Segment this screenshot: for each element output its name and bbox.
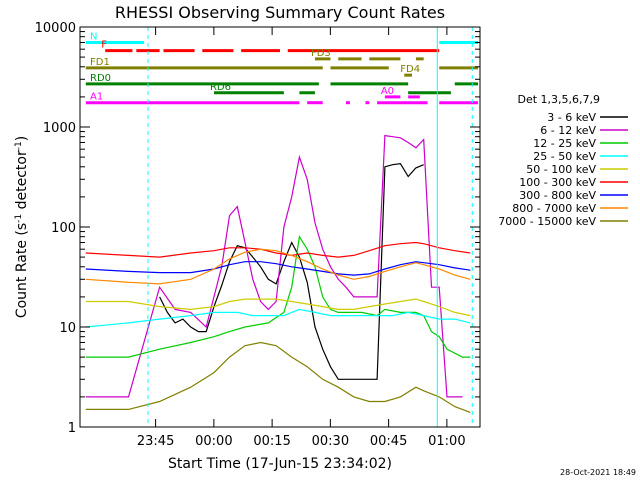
chart-title: RHESSI Observing Summary Count Rates: [115, 3, 445, 22]
plot-frame: [79, 26, 481, 428]
y-axis-label-sup1: -1: [14, 214, 24, 223]
legend-label-0: 3 - 6 keV: [547, 111, 596, 124]
series-line-2: [85, 235, 471, 358]
y-axis-label-main: Count Rate (s: [14, 223, 30, 318]
x-tick-label-1: 00:00: [195, 434, 232, 449]
series-line-7: [85, 248, 471, 285]
legend-label-1: 6 - 12 keV: [540, 124, 596, 137]
y-tick-label-4: 10000: [35, 21, 76, 36]
series-layer: [85, 134, 471, 413]
y-axis-label-end: ): [14, 136, 30, 141]
y-tick-label-3: 1000: [43, 121, 76, 136]
annotation-label-2: FD1: [90, 57, 110, 68]
legend-label-8: 7000 - 15000 keV: [498, 215, 596, 228]
x-tick-label-0: 23:45: [137, 434, 174, 449]
annotation-label-0: N: [90, 31, 97, 42]
y-tick-label-1: 10: [59, 321, 76, 336]
legend-label-2: 12 - 25 keV: [533, 137, 596, 150]
series-line-1: [85, 134, 463, 398]
x-ticks: 23:45 00:00 00:15 00:30 00:45 01:00: [137, 27, 466, 449]
annotation-label-1: F: [101, 40, 107, 51]
annotation-layer: NF FD1 FD3 FD4 RD0 RD6 A1 A0: [85, 31, 479, 105]
y-ticks: 1 10 100 1000 10000: [35, 21, 480, 436]
x-tick-label-5: 01:00: [428, 434, 465, 449]
annotation-label-6: RD6: [210, 82, 231, 93]
x-tick-label-3: 00:30: [312, 434, 349, 449]
y-axis-label-sup2: -1: [14, 141, 24, 150]
legend-label-7: 800 - 7000 keV: [512, 202, 596, 215]
x-axis-label: Start Time (17-Jun-15 23:34:02): [168, 456, 392, 472]
x-tick-label-2: 00:15: [253, 434, 290, 449]
series-line-8: [85, 341, 471, 413]
legend-title: Det 1,3,5,6,7,9: [517, 93, 600, 106]
y-tick-label-2: 100: [51, 221, 76, 236]
legend-label-6: 300 - 800 keV: [519, 189, 596, 202]
legend-label-5: 100 - 300 keV: [519, 176, 596, 189]
y-axis-label-mid: detector: [14, 150, 30, 214]
series-line-0: [159, 163, 424, 380]
legend-label-4: 50 - 100 keV: [526, 163, 596, 176]
series-line-3: [85, 308, 471, 328]
annotation-label-5: RD0: [90, 73, 111, 84]
x-tick-label-4: 00:45: [370, 434, 407, 449]
timestamp: 28-Oct-2021 18:49: [560, 468, 636, 477]
legend-label-3: 25 - 50 keV: [533, 150, 596, 163]
annotation-label-8: A0: [381, 86, 394, 97]
y-axis-label: Count Rate (s-1 detector-1): [14, 136, 30, 318]
series-line-5: [85, 241, 471, 258]
series-line-6: [85, 261, 471, 276]
series-line-4: [85, 298, 471, 317]
marker-layer: [147, 27, 473, 427]
annotation-label-3: FD3: [311, 48, 331, 59]
annotation-label-7: A1: [90, 92, 103, 103]
annotation-label-4: FD4: [400, 64, 420, 75]
y-tick-label-0: 1: [68, 421, 76, 436]
